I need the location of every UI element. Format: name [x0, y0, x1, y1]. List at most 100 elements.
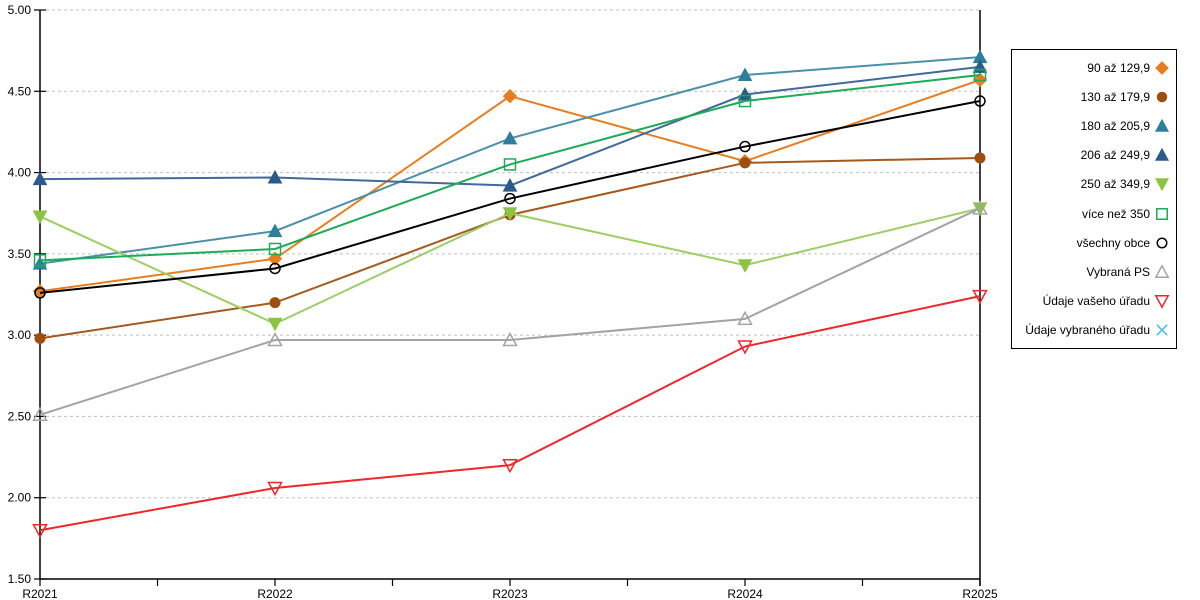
x-marker-icon	[1156, 324, 1168, 337]
circle-marker-icon	[504, 192, 516, 205]
circle-marker-icon	[1156, 91, 1168, 103]
legend-item: Údaje vybraného úřadu	[1015, 322, 1170, 338]
circle-marker-icon	[34, 332, 46, 344]
diamond-marker-icon	[502, 88, 518, 104]
legend-item-label: 250 až 349,9	[1080, 177, 1150, 192]
triangle-down-marker-icon	[1154, 295, 1170, 309]
triangle-up-marker-icon	[502, 130, 518, 145]
legend-item: všechny obce	[1015, 235, 1170, 251]
square-marker-icon	[738, 94, 752, 108]
triangle-down-legend-marker-icon	[1154, 295, 1170, 309]
y-tick-label: 2.50	[8, 409, 32, 423]
diamond-legend-marker-icon	[1155, 60, 1169, 75]
circle-marker-icon	[739, 140, 751, 153]
triangle-down-marker-icon	[972, 289, 988, 305]
triangle-up-marker-icon	[737, 67, 753, 82]
square-legend-marker-icon	[1156, 207, 1168, 220]
triangle-down-marker-icon	[267, 317, 283, 332]
triangle-down-legend-marker-icon	[1154, 178, 1170, 192]
y-tick-label: 3.00	[8, 328, 32, 342]
y-tick-label: 2.00	[8, 491, 32, 505]
triangle-up-marker-icon	[737, 310, 753, 326]
triangle-up-marker-icon	[1154, 118, 1170, 132]
legend-item: 90 až 129,9	[1015, 60, 1170, 76]
triangle-up-marker-icon	[502, 331, 518, 347]
chart-legend: 90 až 129,9 130 až 179,9 180 až 205,9 206 a…	[1011, 49, 1177, 349]
legend-item: 206 až 249,9	[1015, 147, 1170, 163]
square-marker-icon	[268, 242, 282, 256]
x-legend-marker-icon	[1156, 324, 1168, 337]
square-marker-icon	[503, 158, 517, 171]
triangle-up-marker-icon	[1154, 264, 1170, 278]
series-3	[32, 59, 988, 192]
legend-item: 180 až 205,9	[1015, 118, 1170, 134]
x-tick-label: R2025	[962, 587, 998, 600]
legend-item-label: Údaje vašeho úřadu	[1042, 294, 1150, 309]
legend-item-label: 206 až 249,9	[1080, 148, 1150, 163]
triangle-up-marker-icon	[502, 178, 518, 192]
series-line	[39, 74, 981, 262]
circle-legend-marker-icon	[1156, 237, 1168, 249]
triangle-up-marker-icon	[972, 200, 988, 215]
series-line	[39, 207, 981, 325]
legend-item: Vybraná PS	[1015, 264, 1170, 280]
series-line	[39, 207, 981, 416]
series-7	[32, 200, 988, 422]
legend-item-label: 90 až 129,9	[1087, 60, 1150, 75]
triangle-down-marker-icon	[502, 207, 518, 221]
triangle-up-legend-marker-icon	[1154, 147, 1170, 161]
triangle-up-marker-icon	[32, 171, 48, 186]
legend-item: 130 až 179,9	[1015, 89, 1170, 105]
triangle-down-marker-icon	[737, 259, 753, 273]
y-tick-label: 5.00	[8, 3, 32, 17]
series-8	[32, 289, 988, 539]
square-marker-icon	[973, 68, 987, 82]
triangle-down-marker-icon	[32, 523, 48, 539]
triangle-up-marker-icon	[267, 223, 283, 238]
triangle-down-marker-icon	[1154, 178, 1170, 192]
x-tick-label: R2023	[492, 587, 528, 600]
legend-item: Údaje vašeho úřadu	[1015, 293, 1170, 309]
triangle-up-marker-icon	[267, 331, 283, 347]
circle-legend-marker-icon	[1156, 91, 1168, 103]
circle-marker-icon	[1156, 237, 1168, 249]
legend-item: 250 až 349,9	[1015, 176, 1170, 192]
legend-item-label: všechny obce	[1076, 235, 1150, 250]
triangle-up-marker-icon	[1154, 147, 1170, 161]
x-tick-label: R2024	[727, 587, 763, 600]
series-5	[33, 68, 987, 267]
square-marker-icon	[33, 254, 47, 267]
y-tick-label: 3.50	[8, 247, 32, 261]
square-marker-icon	[1156, 207, 1168, 220]
series-6	[34, 95, 986, 299]
diamond-marker-icon	[1155, 60, 1169, 75]
triangle-up-marker-icon	[267, 169, 283, 184]
y-tick-label: 4.50	[8, 84, 32, 98]
circle-marker-icon	[739, 157, 751, 169]
circle-marker-icon	[269, 297, 281, 309]
legend-item-label: 130 až 179,9	[1080, 89, 1150, 104]
circle-marker-icon	[269, 262, 281, 275]
series-line	[39, 100, 981, 294]
y-tick-label: 1.50	[8, 572, 32, 586]
triangle-up-legend-marker-icon	[1154, 118, 1170, 132]
triangle-down-marker-icon	[32, 210, 48, 225]
legend-item-label: více než 350	[1081, 206, 1150, 221]
series-line	[39, 295, 981, 532]
series-4	[32, 202, 988, 332]
circle-marker-icon	[974, 152, 986, 164]
triangle-down-marker-icon	[267, 481, 283, 497]
y-tick-label: 4.00	[8, 166, 32, 180]
circle-marker-icon	[974, 95, 986, 107]
diamond-marker-icon	[267, 251, 283, 266]
series-line	[39, 65, 981, 187]
x-tick-label: R2022	[257, 587, 293, 600]
legend-item-label: Vybraná PS	[1086, 264, 1150, 279]
x-tick-label: R2021	[22, 587, 58, 600]
legend-item: více než 350	[1015, 206, 1170, 222]
legend-item-label: 180 až 205,9	[1080, 118, 1150, 133]
triangle-down-marker-icon	[737, 340, 753, 355]
